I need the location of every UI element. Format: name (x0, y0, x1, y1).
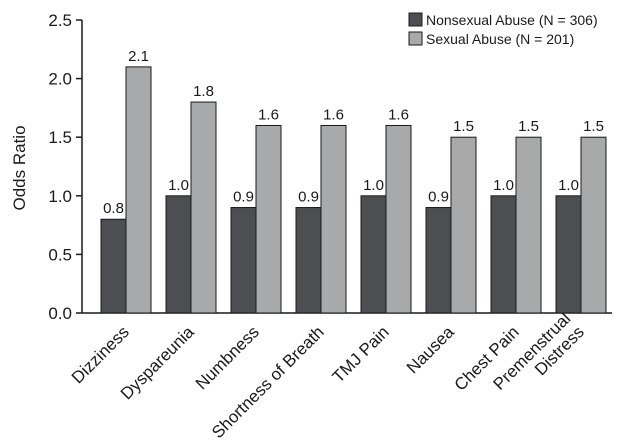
bar-value-label: 2.1 (128, 48, 149, 65)
bar-nonsexual-6 (490, 195, 517, 314)
y-tick-label: 0.0 (48, 304, 72, 323)
x-tick-label: Shortness of Breath (208, 322, 328, 442)
y-tick-label: 2.0 (48, 70, 72, 89)
bar-value-label: 1.0 (363, 177, 384, 194)
bar-sexual-5 (450, 136, 477, 314)
y-tick-label: 1.0 (48, 187, 72, 206)
y-axis: 0.0 0.5 1.0 1.5 2.0 2.5 (48, 11, 83, 323)
bar-value-label: 0.9 (428, 189, 449, 206)
x-tick-label: TMJ Pain (329, 322, 393, 386)
y-tick-label: 1.5 (48, 128, 72, 147)
bar-value-label: 1.5 (518, 118, 539, 135)
bar-nonsexual-5 (425, 207, 452, 314)
bar-value-label: 0.9 (233, 189, 254, 206)
bar-nonsexual-2 (230, 207, 257, 314)
bar-value-label: 1.5 (453, 118, 474, 135)
bar-value-label: 1.6 (388, 106, 409, 123)
x-tick-label: Numbness (192, 322, 263, 393)
bar-nonsexual-7 (555, 195, 582, 314)
x-tick-label: Dizziness (68, 322, 133, 387)
bar-value-label: 1.6 (258, 106, 279, 123)
bar-value-label: 1.0 (168, 177, 189, 194)
y-tick-label: 2.5 (48, 11, 72, 30)
bar-nonsexual-1 (165, 195, 192, 314)
legend-swatch (408, 12, 423, 27)
bar-value-label: 1.0 (493, 177, 514, 194)
y-tick-label: 0.5 (48, 245, 72, 264)
bar-sexual-7 (580, 136, 607, 314)
bar-nonsexual-3 (295, 207, 322, 314)
bar-sexual-0 (125, 66, 152, 314)
bar-value-label: 1.6 (323, 106, 344, 123)
bar-value-label: 0.9 (298, 189, 319, 206)
legend: Nonsexual Abuse (N = 306) Sexual Abuse (N… (408, 12, 598, 47)
legend-label: Sexual Abuse (N = 201) (426, 31, 574, 47)
bar-value-label: 0.8 (103, 200, 124, 217)
x-tick-label: Nausea (403, 322, 458, 377)
bar-sexual-1 (190, 101, 217, 314)
bar-value-labels: 0.8 2.1 1.0 1.8 0.9 1.6 0.9 1.6 1.0 1.6 0.9 1.5 1.0 1… (103, 48, 604, 217)
y-axis-title: Odds Ratio (10, 125, 29, 210)
bar-value-label: 1.5 (583, 118, 604, 135)
bars (100, 66, 607, 314)
legend-swatch (408, 31, 423, 46)
bar-sexual-2 (255, 124, 282, 314)
bar-nonsexual-4 (360, 195, 387, 314)
bar-sexual-4 (385, 124, 412, 314)
bar-sexual-6 (515, 136, 542, 314)
bar-value-label: 1.0 (558, 177, 579, 194)
x-tick-label: PremenstrualDistress (489, 309, 587, 407)
bar-sexual-3 (320, 124, 347, 314)
bar-nonsexual-0 (100, 218, 127, 314)
bar-value-label: 1.8 (193, 83, 214, 100)
legend-label: Nonsexual Abuse (N = 306) (426, 12, 598, 28)
